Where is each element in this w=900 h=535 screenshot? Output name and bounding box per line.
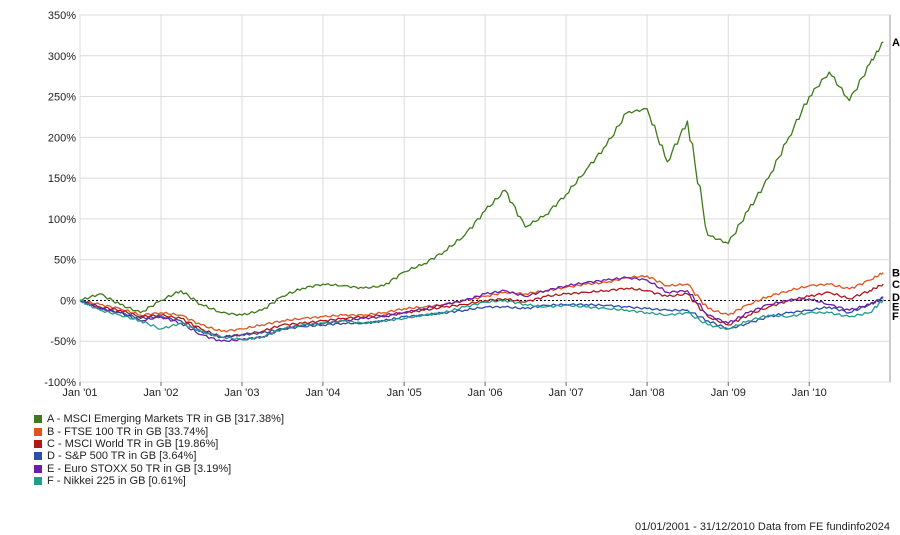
series-line-d (79, 296, 884, 339)
x-tick-label: Jan '04 (305, 387, 340, 399)
legend-label: E - Euro STOXX 50 TR in GB [3.19%] (47, 462, 232, 475)
y-tick-label: -50% (50, 336, 76, 348)
legend-label: B - FTSE 100 TR in GB [33.74%] (47, 425, 209, 438)
y-tick-label: 200% (48, 132, 76, 144)
legend-swatch (34, 477, 42, 486)
end-label-e: E (892, 302, 899, 314)
series-line-a (79, 41, 884, 317)
legend-label: F - Nikkei 225 in GB [0.61%] (47, 475, 186, 488)
legend-label: D - S&P 500 TR in GB [3.64%] (47, 450, 197, 463)
legend-swatch (34, 427, 42, 436)
x-tick-label: Jan '05 (387, 387, 422, 399)
y-tick-label: -100% (44, 377, 76, 389)
legend-item-f: F - Nikkei 225 in GB [0.61%] (34, 475, 284, 487)
series-lines (79, 41, 884, 342)
x-axis: Jan '01 Jan '02 Jan '03 Jan '04 Jan '05 Jan '… (62, 382, 827, 399)
y-tick-label: 100% (48, 214, 76, 226)
end-label-a: A (892, 37, 900, 49)
line-chart: -100% -50% 0% 50% 100% 150% 200% 250% 300% 350% J… (44, 10, 900, 399)
y-tick-label: 0% (60, 295, 76, 307)
series-line-e (79, 276, 884, 342)
legend-swatch (34, 464, 42, 473)
x-tick-label: Jan '01 (62, 387, 97, 399)
end-label-c: C (892, 279, 900, 291)
legend: A - MSCI Emerging Markets TR in GB [317.… (34, 413, 284, 487)
x-tick-label: Jan '08 (629, 387, 664, 399)
legend-item-e: E - Euro STOXX 50 TR in GB [3.19%] (34, 463, 284, 475)
y-tick-label: 300% (48, 51, 76, 63)
legend-item-a: A - MSCI Emerging Markets TR in GB [317.… (34, 413, 284, 425)
series-line-f (79, 299, 884, 341)
legend-swatch (34, 415, 42, 424)
end-label-d: D (892, 292, 900, 304)
end-label-f: F (892, 311, 899, 323)
legend-item-b: B - FTSE 100 TR in GB [33.74%] (34, 425, 284, 438)
y-tick-label: 50% (54, 255, 76, 267)
legend-label: C - MSCI World TR in GB [19.86%] (47, 437, 219, 450)
series-line-b (79, 272, 884, 333)
legend-item-d: D - S&P 500 TR in GB [3.64%] (34, 450, 284, 462)
x-tick-label: Jan '03 (224, 387, 259, 399)
x-tick-label: Jan '07 (549, 387, 584, 399)
end-label-b: B (892, 268, 900, 280)
y-tick-label: 350% (48, 10, 76, 22)
x-tick-label: Jan '09 (711, 387, 746, 399)
legend-item-c: C - MSCI World TR in GB [19.86%] (34, 438, 284, 450)
legend-label: A - MSCI Emerging Markets TR in GB [317.… (47, 413, 284, 426)
y-axis: -100% -50% 0% 50% 100% 150% 200% 250% 300% 350% (44, 10, 76, 389)
legend-swatch (34, 452, 42, 461)
x-tick-label: Jan '10 (792, 387, 827, 399)
legend-swatch (34, 439, 42, 448)
y-tick-label: 150% (48, 173, 76, 185)
x-tick-label: Jan '06 (468, 387, 503, 399)
y-tick-label: 250% (48, 92, 76, 104)
data-source-footer: 01/01/2001 - 31/12/2010 Data from FE fun… (634, 521, 890, 533)
x-tick-label: Jan '02 (143, 387, 178, 399)
